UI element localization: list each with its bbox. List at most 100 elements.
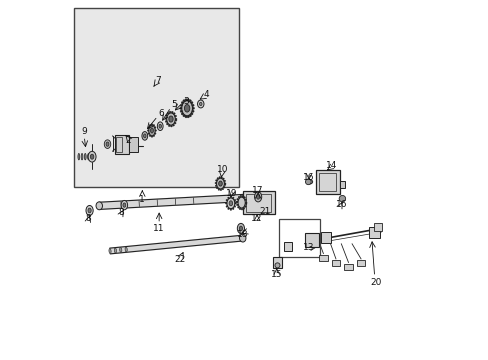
Circle shape [222,178,224,180]
Circle shape [215,180,217,181]
Circle shape [151,136,152,137]
Circle shape [224,180,225,182]
Ellipse shape [90,154,94,159]
Text: 8: 8 [118,208,123,217]
Circle shape [192,107,194,109]
Circle shape [168,125,170,127]
Circle shape [227,208,229,210]
Ellipse shape [106,142,109,146]
Polygon shape [99,194,244,210]
Text: 14: 14 [325,161,336,170]
Circle shape [224,183,225,184]
Bar [116,137,122,152]
Circle shape [216,187,218,189]
Ellipse shape [91,153,92,160]
Circle shape [238,196,240,198]
Text: 6: 6 [158,109,164,118]
Bar [284,242,291,251]
Circle shape [147,130,149,131]
Ellipse shape [306,180,312,184]
Ellipse shape [81,153,83,160]
Circle shape [148,127,149,128]
Circle shape [154,133,156,134]
Circle shape [219,177,220,178]
Ellipse shape [84,153,86,160]
Ellipse shape [88,208,91,213]
Ellipse shape [256,194,259,199]
Text: 18: 18 [237,230,248,239]
Circle shape [220,189,221,191]
Bar [74,8,239,187]
Ellipse shape [159,124,161,128]
Circle shape [184,116,187,118]
Ellipse shape [239,226,242,231]
Circle shape [244,203,246,204]
Circle shape [165,121,167,122]
Ellipse shape [197,100,203,108]
Bar [129,137,138,152]
Circle shape [227,197,229,199]
Circle shape [225,206,227,207]
Ellipse shape [86,206,93,216]
Text: 2: 2 [125,136,130,145]
Circle shape [184,99,187,101]
Text: 7: 7 [155,76,160,85]
Circle shape [164,117,166,119]
Ellipse shape [228,201,232,206]
Text: 4: 4 [203,90,209,99]
Ellipse shape [78,153,80,160]
Ellipse shape [143,134,146,138]
Ellipse shape [88,151,96,162]
Text: 21: 21 [259,207,270,216]
Ellipse shape [96,202,102,210]
Circle shape [234,199,235,201]
Bar [305,233,319,247]
Circle shape [189,115,191,117]
Circle shape [240,195,241,197]
Bar [319,173,336,192]
Text: 17: 17 [252,185,264,194]
Text: 8: 8 [85,214,90,223]
Circle shape [187,116,189,118]
Circle shape [234,206,235,207]
Circle shape [225,199,227,201]
Text: 1: 1 [139,194,145,203]
Text: 3: 3 [183,96,188,105]
Ellipse shape [226,198,234,209]
Circle shape [217,177,218,179]
Circle shape [183,115,184,117]
Bar [368,227,379,238]
Bar [320,232,330,243]
Circle shape [242,195,243,197]
Ellipse shape [199,102,202,105]
Circle shape [180,107,182,109]
Circle shape [153,125,154,126]
Ellipse shape [184,104,189,112]
Polygon shape [109,235,243,254]
Ellipse shape [182,101,192,116]
Circle shape [181,102,183,104]
Circle shape [230,196,231,198]
Text: 15: 15 [270,270,282,279]
Ellipse shape [237,224,244,233]
Circle shape [244,206,246,207]
Circle shape [174,115,176,117]
Bar [339,181,344,188]
Circle shape [232,208,234,210]
Circle shape [221,177,222,178]
Circle shape [167,112,168,114]
Circle shape [149,135,150,136]
Circle shape [170,125,172,127]
Text: 16: 16 [303,173,314,182]
Text: 13: 13 [302,243,313,252]
Circle shape [165,114,167,116]
Ellipse shape [120,247,122,252]
Bar [316,170,339,194]
Circle shape [218,189,219,190]
Bar [356,260,365,266]
Bar [373,223,382,231]
Ellipse shape [253,203,257,208]
Bar [273,257,282,268]
Circle shape [187,99,189,101]
Ellipse shape [238,197,244,208]
